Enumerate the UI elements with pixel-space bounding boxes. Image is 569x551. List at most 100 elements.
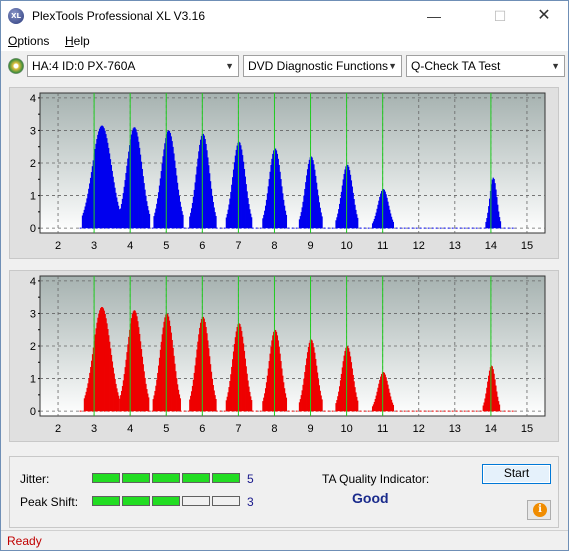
top-chart-bar: [146, 201, 148, 229]
title-bar[interactable]: XL PlexTools Professional XL V3.16 — ☐ ✕: [1, 1, 568, 31]
menu-help-label: elp: [73, 34, 90, 48]
top-chart-panel: 0 1 2 3 4 2 3 4 5 6 7 8 9 10 11 12 13 14 15: [9, 87, 559, 259]
top-chart-bar: [238, 141, 240, 229]
bottom-chart-bar: [178, 394, 181, 412]
start-button[interactable]: Start: [482, 464, 551, 484]
bottom-chart-bar: [319, 390, 321, 412]
top-chart-bar: [136, 132, 138, 229]
test-select[interactable]: Q-Check TA Test ▼: [406, 55, 565, 77]
bottom-chart-bar: [280, 361, 282, 412]
top-chart-bar: [388, 205, 390, 229]
app-logo-icon: XL: [8, 8, 24, 24]
top-chart-bar: [191, 202, 194, 229]
bottom-chart-bar: [316, 372, 319, 412]
top-chart-x-tick-label: 5: [163, 240, 169, 252]
results-panel: Jitter: 5 Peak Shift: 3 TA Quality Indic…: [9, 456, 559, 528]
top-chart-bar: [91, 166, 94, 229]
bottom-chart-bar: [117, 392, 119, 412]
maximize-button[interactable]: ☐: [493, 8, 507, 24]
bottom-chart-bar: [355, 392, 357, 412]
bottom-chart-bar: [158, 357, 161, 412]
bottom-chart-bar: [91, 354, 94, 412]
top-chart-bar: [98, 131, 100, 229]
close-button[interactable]: ✕: [537, 7, 551, 24]
top-chart-bar: [299, 216, 302, 229]
bottom-chart-bar: [306, 352, 309, 412]
bottom-chart-bar: [347, 346, 349, 412]
top-chart-bar: [283, 199, 285, 229]
bottom-chart-bar: [277, 340, 279, 412]
bottom-chart-bar: [350, 362, 353, 412]
bottom-chart-bar: [344, 350, 346, 412]
top-chart-bar: [485, 221, 487, 229]
bottom-chart-bar: [378, 383, 380, 412]
top-chart-bar: [354, 204, 356, 229]
bottom-chart-bar: [123, 374, 125, 412]
top-chart-bar: [356, 214, 358, 229]
minimize-button[interactable]: —: [427, 8, 441, 24]
bottom-chart-bar: [135, 312, 137, 412]
top-chart-bar: [90, 172, 93, 229]
menu-help[interactable]: Help: [65, 34, 90, 48]
top-chart-bar: [84, 206, 86, 229]
top-chart-bar: [227, 209, 229, 229]
top-chart-bar: [145, 195, 147, 229]
bottom-chart-bar: [162, 327, 164, 412]
top-chart-bar: [181, 211, 183, 229]
top-chart-x-tick-label: 8: [271, 240, 277, 252]
bottom-chart-bar: [124, 367, 126, 412]
top-chart-bar: [92, 160, 94, 229]
top-chart-bar: [298, 219, 301, 229]
top-chart-bar: [387, 201, 389, 229]
top-chart-bar: [389, 209, 391, 229]
bottom-chart-bar: [310, 339, 312, 412]
top-chart-bar: [231, 184, 233, 229]
top-chart-bar: [121, 198, 124, 229]
bottom-chart-bar: [157, 372, 159, 412]
top-chart-bar: [116, 197, 118, 229]
top-chart-bar: [250, 217, 253, 229]
top-chart-bar: [499, 221, 502, 229]
bottom-chart-bar: [122, 380, 125, 412]
jitter-meter-segment: [152, 473, 180, 483]
bottom-chart-x-tick-label: 7: [235, 423, 241, 435]
top-chart-bar: [382, 189, 385, 229]
info-button[interactable]: i: [527, 500, 551, 520]
bottom-chart-bar: [215, 398, 217, 412]
top-chart-bar: [170, 136, 172, 229]
top-chart-bar: [174, 160, 176, 229]
top-chart-bar: [202, 133, 205, 229]
top-chart-bar: [225, 217, 228, 229]
bottom-chart-bar: [315, 358, 317, 412]
drive-select[interactable]: HA:4 ID:0 PX-760A ▼: [27, 55, 239, 77]
top-chart-bar: [161, 163, 163, 229]
bottom-chart-bar: [103, 310, 105, 412]
bottom-chart-bar: [190, 395, 192, 412]
bottom-chart-bar: [318, 385, 320, 412]
bottom-chart-bar: [144, 377, 146, 412]
top-chart-bar: [88, 188, 90, 229]
bottom-chart-bar: [104, 314, 106, 412]
top-chart-bar: [498, 211, 500, 229]
top-chart-bar: [315, 182, 318, 229]
bottom-chart-bar: [115, 383, 117, 412]
top-chart-bar: [321, 216, 323, 229]
top-chart-bar: [306, 175, 308, 229]
top-chart-x-tick-label: 7: [235, 240, 241, 252]
jitter-meter-segment: [212, 473, 240, 483]
bottom-chart-bar: [487, 381, 489, 412]
bottom-chart-bar: [305, 365, 307, 412]
function-select[interactable]: DVD Diagnostic Functions ▼: [243, 55, 402, 77]
top-chart-bar: [241, 149, 243, 229]
top-chart-bar: [385, 194, 387, 229]
bottom-chart-bar: [192, 379, 195, 412]
bottom-chart-bar: [383, 372, 385, 412]
top-chart-bar: [209, 173, 211, 229]
top-chart-bar: [196, 166, 198, 229]
top-chart-bar: [115, 192, 117, 229]
menu-options[interactable]: Options: [8, 34, 49, 48]
bottom-chart-bar: [269, 353, 271, 412]
top-chart-bar: [350, 180, 353, 229]
top-chart-bar: [340, 191, 343, 229]
